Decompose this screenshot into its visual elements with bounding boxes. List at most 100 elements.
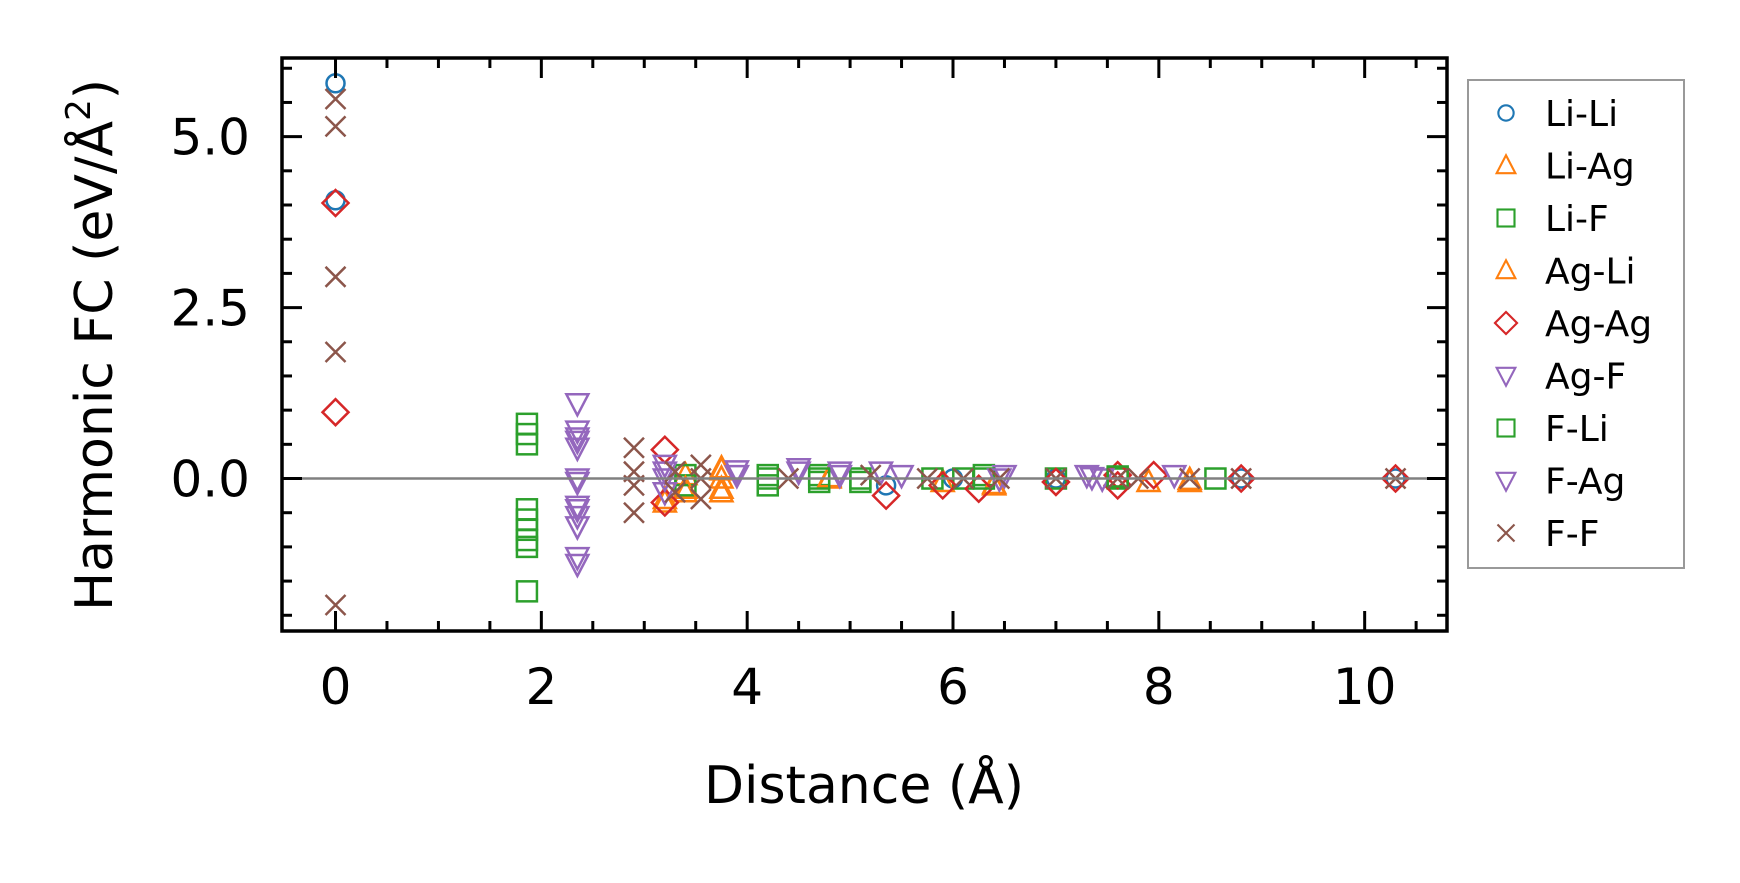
data-point-li-f <box>515 535 539 559</box>
data-point-ag-f <box>651 468 678 494</box>
legend-entry-f-ag: F-Ag <box>1494 462 1625 503</box>
data-point-f-ag <box>826 461 853 487</box>
data-point-li-f <box>515 433 539 456</box>
series-li-f <box>515 412 1227 603</box>
data-point-f-f <box>664 481 687 504</box>
legend-marker-ag-ag <box>1493 310 1519 336</box>
data-point-ag-ag <box>1226 463 1256 494</box>
legend-entry-li-li: Li-Li <box>1497 94 1618 135</box>
legend-label: F-Li <box>1545 409 1609 450</box>
data-point-ag-f <box>1161 464 1188 490</box>
legend-label: F-F <box>1545 514 1599 555</box>
data-point-f-li <box>1106 465 1129 488</box>
legend-marker-li-ag <box>1494 153 1518 175</box>
x-tick-label: 6 <box>937 658 969 716</box>
data-point-ag-f <box>723 460 750 486</box>
data-point-ag-f <box>826 464 853 490</box>
data-point-f-ag <box>564 427 591 453</box>
data-point-ag-ag <box>1102 470 1133 501</box>
data-point-ag-f <box>564 393 591 418</box>
legend-label: Ag-Ag <box>1545 304 1652 345</box>
data-point-ag-f <box>867 461 895 487</box>
data-point-f-ag <box>564 499 591 524</box>
data-point-ag-f <box>564 430 591 456</box>
legend-marker-f-ag <box>1494 471 1518 493</box>
x-tick-label: 0 <box>320 658 352 716</box>
y-tick-label: 0.0 <box>170 451 250 509</box>
data-point-ag-f <box>564 437 591 463</box>
data-point-ag-f <box>785 458 812 483</box>
series-ag-ag <box>320 188 1411 518</box>
data-point-ag-f <box>564 471 591 497</box>
data-point-li-ag <box>1135 467 1162 493</box>
data-point-f-li <box>756 463 780 487</box>
legend-label: Li-Li <box>1545 94 1618 135</box>
x-axis-label: Distance (Å) <box>704 754 1024 816</box>
legend-marker-f-f <box>1496 523 1516 543</box>
legend-marker-f-li <box>1496 418 1516 438</box>
x-tick-label: 4 <box>731 658 763 716</box>
data-point-f-f <box>689 488 712 510</box>
y-tick-label: 2.5 <box>170 280 250 338</box>
legend-marker-li-f <box>1496 208 1516 228</box>
legend: Li-Li Li-Ag Li-F Ag-Li Ag-Ag Ag-F F-Li F-Ag F-F <box>1467 79 1685 569</box>
data-point-ag-ag <box>927 470 958 501</box>
data-point-ag-li <box>981 469 1008 495</box>
legend-entry-ag-li: Ag-Li <box>1494 252 1636 293</box>
data-point-ag-ag <box>1380 463 1411 494</box>
data-point-ag-ag <box>650 487 680 518</box>
legend-entry-ag-ag: Ag-Ag <box>1493 304 1652 345</box>
data-point-f-f <box>324 265 347 288</box>
series-li-li <box>325 73 1406 496</box>
data-point-f-f <box>859 464 882 486</box>
data-point-f-li <box>849 470 872 494</box>
data-point-f-f <box>324 341 347 363</box>
legend-entry-li-ag: Li-Ag <box>1494 147 1635 188</box>
axis-ticks <box>282 58 1447 631</box>
data-point-f-f <box>324 115 347 138</box>
data-point-ag-li <box>708 474 735 500</box>
legend-label: Li-Ag <box>1545 147 1635 188</box>
legend-label: Ag-F <box>1545 357 1626 398</box>
data-point-f-f <box>623 501 645 524</box>
legend-label: Ag-Li <box>1545 252 1636 293</box>
y-tick-label: 5.0 <box>170 109 250 167</box>
series-f-ag <box>564 427 1106 524</box>
data-point-li-li <box>325 189 346 211</box>
data-point-f-ag <box>888 464 915 490</box>
series-f-f <box>324 88 1407 616</box>
y-axis-label: Harmonic FC (eV/Å2) <box>59 79 125 611</box>
data-point-ag-ag <box>320 188 351 218</box>
data-point-f-ag <box>986 468 1013 494</box>
legend-label: F-Ag <box>1545 462 1625 503</box>
data-point-ag-f <box>564 553 591 579</box>
data-point-f-f <box>324 594 347 616</box>
legend-entry-li-f: Li-F <box>1496 199 1609 240</box>
x-tick-labels: 0 2 4 6 8 10 <box>320 658 1397 716</box>
y-tick-labels: 0.0 2.5 5.0 <box>170 109 250 509</box>
legend-label: Li-F <box>1545 199 1609 240</box>
data-point-f-ag <box>723 464 750 490</box>
x-tick-label: 2 <box>525 658 557 716</box>
data-point-li-f <box>515 580 539 603</box>
legend-entry-f-f: F-F <box>1496 514 1599 555</box>
series-ag-f <box>564 393 1188 579</box>
data-points <box>320 73 1411 616</box>
legend-entry-ag-f: Ag-F <box>1494 357 1626 398</box>
data-point-f-f <box>623 436 645 459</box>
data-point-li-ag <box>708 477 735 503</box>
data-point-li-ag <box>651 487 678 513</box>
legend-marker-ag-f <box>1494 366 1518 388</box>
data-point-f-f <box>324 88 347 110</box>
data-point-ag-f <box>1073 464 1100 490</box>
data-point-ag-ag <box>871 480 901 511</box>
data-point-ag-f <box>564 468 591 494</box>
legend-marker-ag-li <box>1494 258 1518 280</box>
data-point-ag-ag <box>320 397 351 427</box>
data-point-ag-f <box>564 546 591 572</box>
axes-frame <box>280 56 1449 633</box>
data-point-li-ag <box>929 467 956 493</box>
x-tick-label: 10 <box>1333 658 1397 716</box>
x-tick-label: 8 <box>1143 658 1175 716</box>
